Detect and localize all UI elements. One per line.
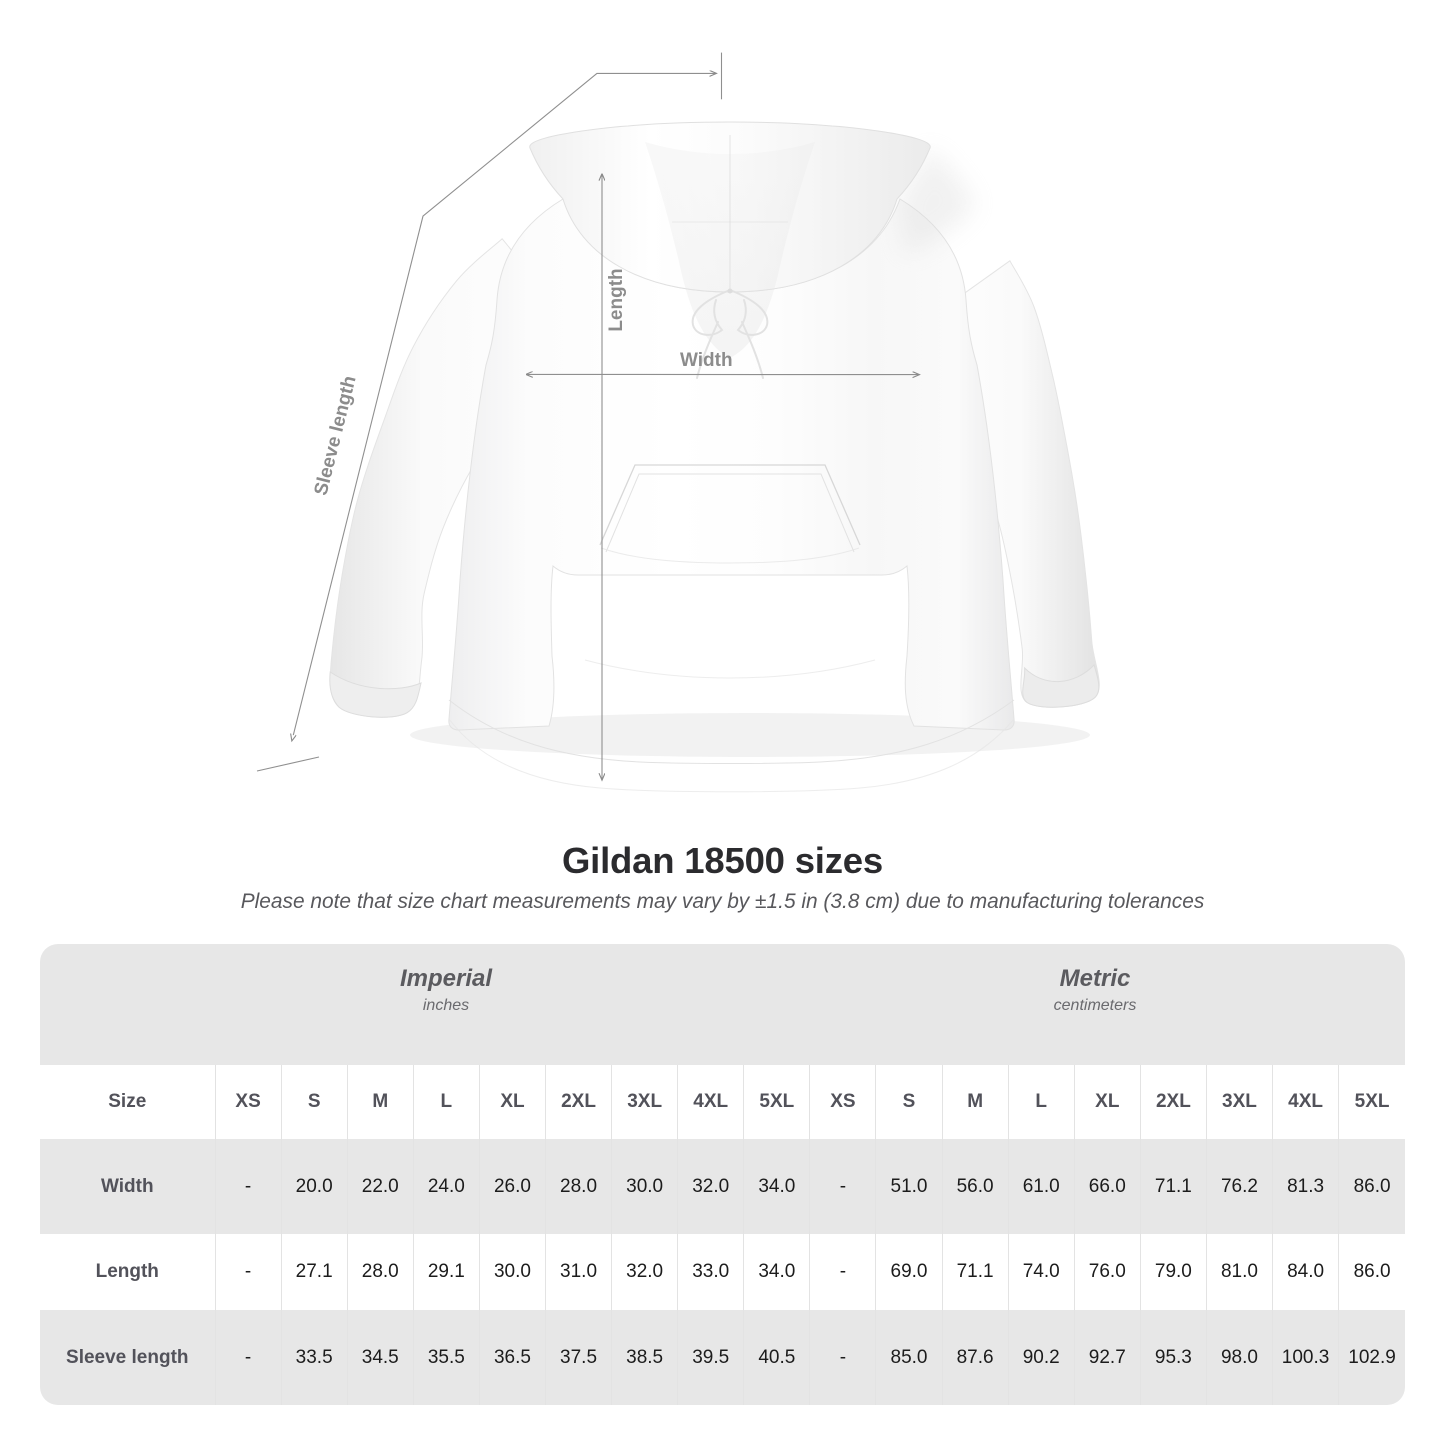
svg-text:Sleeve length: Sleeve length	[311, 374, 361, 498]
svg-text:Length: Length	[606, 268, 627, 331]
svg-text:Width: Width	[680, 350, 733, 371]
